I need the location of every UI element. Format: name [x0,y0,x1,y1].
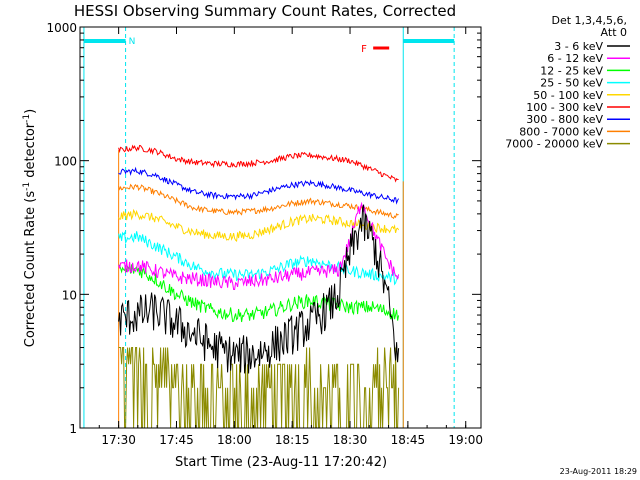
series-line-25-50-kev [118,231,399,286]
y-tick-label: 1 [69,422,77,436]
series-line-3-6-kev [118,204,400,374]
series-line-7000-20000-kev [118,347,400,429]
x-tick-label: 18:15 [275,433,310,447]
legend-label: 800 - 7000 keV [519,125,603,138]
y-tick-label: 10 [62,288,77,302]
series-line-50-100-kev [118,208,400,242]
legend-header-line: Att 0 [601,26,627,39]
legend-label: 7000 - 20000 keV [505,138,603,151]
x-tick-label: 17:45 [159,433,194,447]
series-line-100-300-kev [118,144,399,183]
x-ticks: 17:30 17:45 18:00 18:15 18:30 18:45 19:00 [79,27,483,447]
timestamp: 23-Aug-2011 18:29 [560,467,637,476]
plot-frame [79,26,482,429]
legend-label: 100 - 300 keV [526,101,603,114]
legend-label: 300 - 800 keV [526,113,603,126]
x-tick-label: 18:45 [391,433,426,447]
legend-label: 3 - 6 keV [554,40,603,53]
x-axis-label: Start Time (23-Aug-11 17:20:42) [175,455,387,470]
legend-label: 6 - 12 keV [547,52,603,65]
legend-label: 50 - 100 keV [533,89,603,102]
series-line-12-25-kev [118,263,400,323]
x-tick-label: 18:00 [217,433,252,447]
y-tick-label: 1000 [46,21,77,35]
y-axis-label: Corrected Count Rate (s-1 detector-1) [22,109,38,347]
y-ticks: 1 10 100 1000 [46,21,481,436]
legend-label: 25 - 50 keV [540,77,603,90]
y-axis-label-sup2: -1 [22,114,32,123]
chart-title: HESSI Observing Summary Count Rates, Cor… [74,2,456,20]
y-axis-label-main: Corrected Count Rate (s [23,191,38,348]
y-axis-label-mid: detector [23,122,38,182]
y-axis-label-end: ) [23,109,38,114]
flare-flag-label: F [361,44,367,55]
plot-area: NF [83,27,455,429]
legend-label: 12 - 25 keV [540,64,603,77]
x-tick-label: 19:00 [448,433,483,447]
series-line-800-7000-kev [118,183,399,220]
x-tick-label: 18:30 [333,433,368,447]
legend-header-line: Det 1,3,4,5,6, [551,14,627,27]
y-tick-label: 100 [54,155,77,169]
night-flag-label: N [129,37,136,47]
x-tick-label: 17:30 [101,433,136,447]
series-line-300-800-kev [118,166,400,205]
y-axis-label-sup1: -1 [22,182,32,191]
